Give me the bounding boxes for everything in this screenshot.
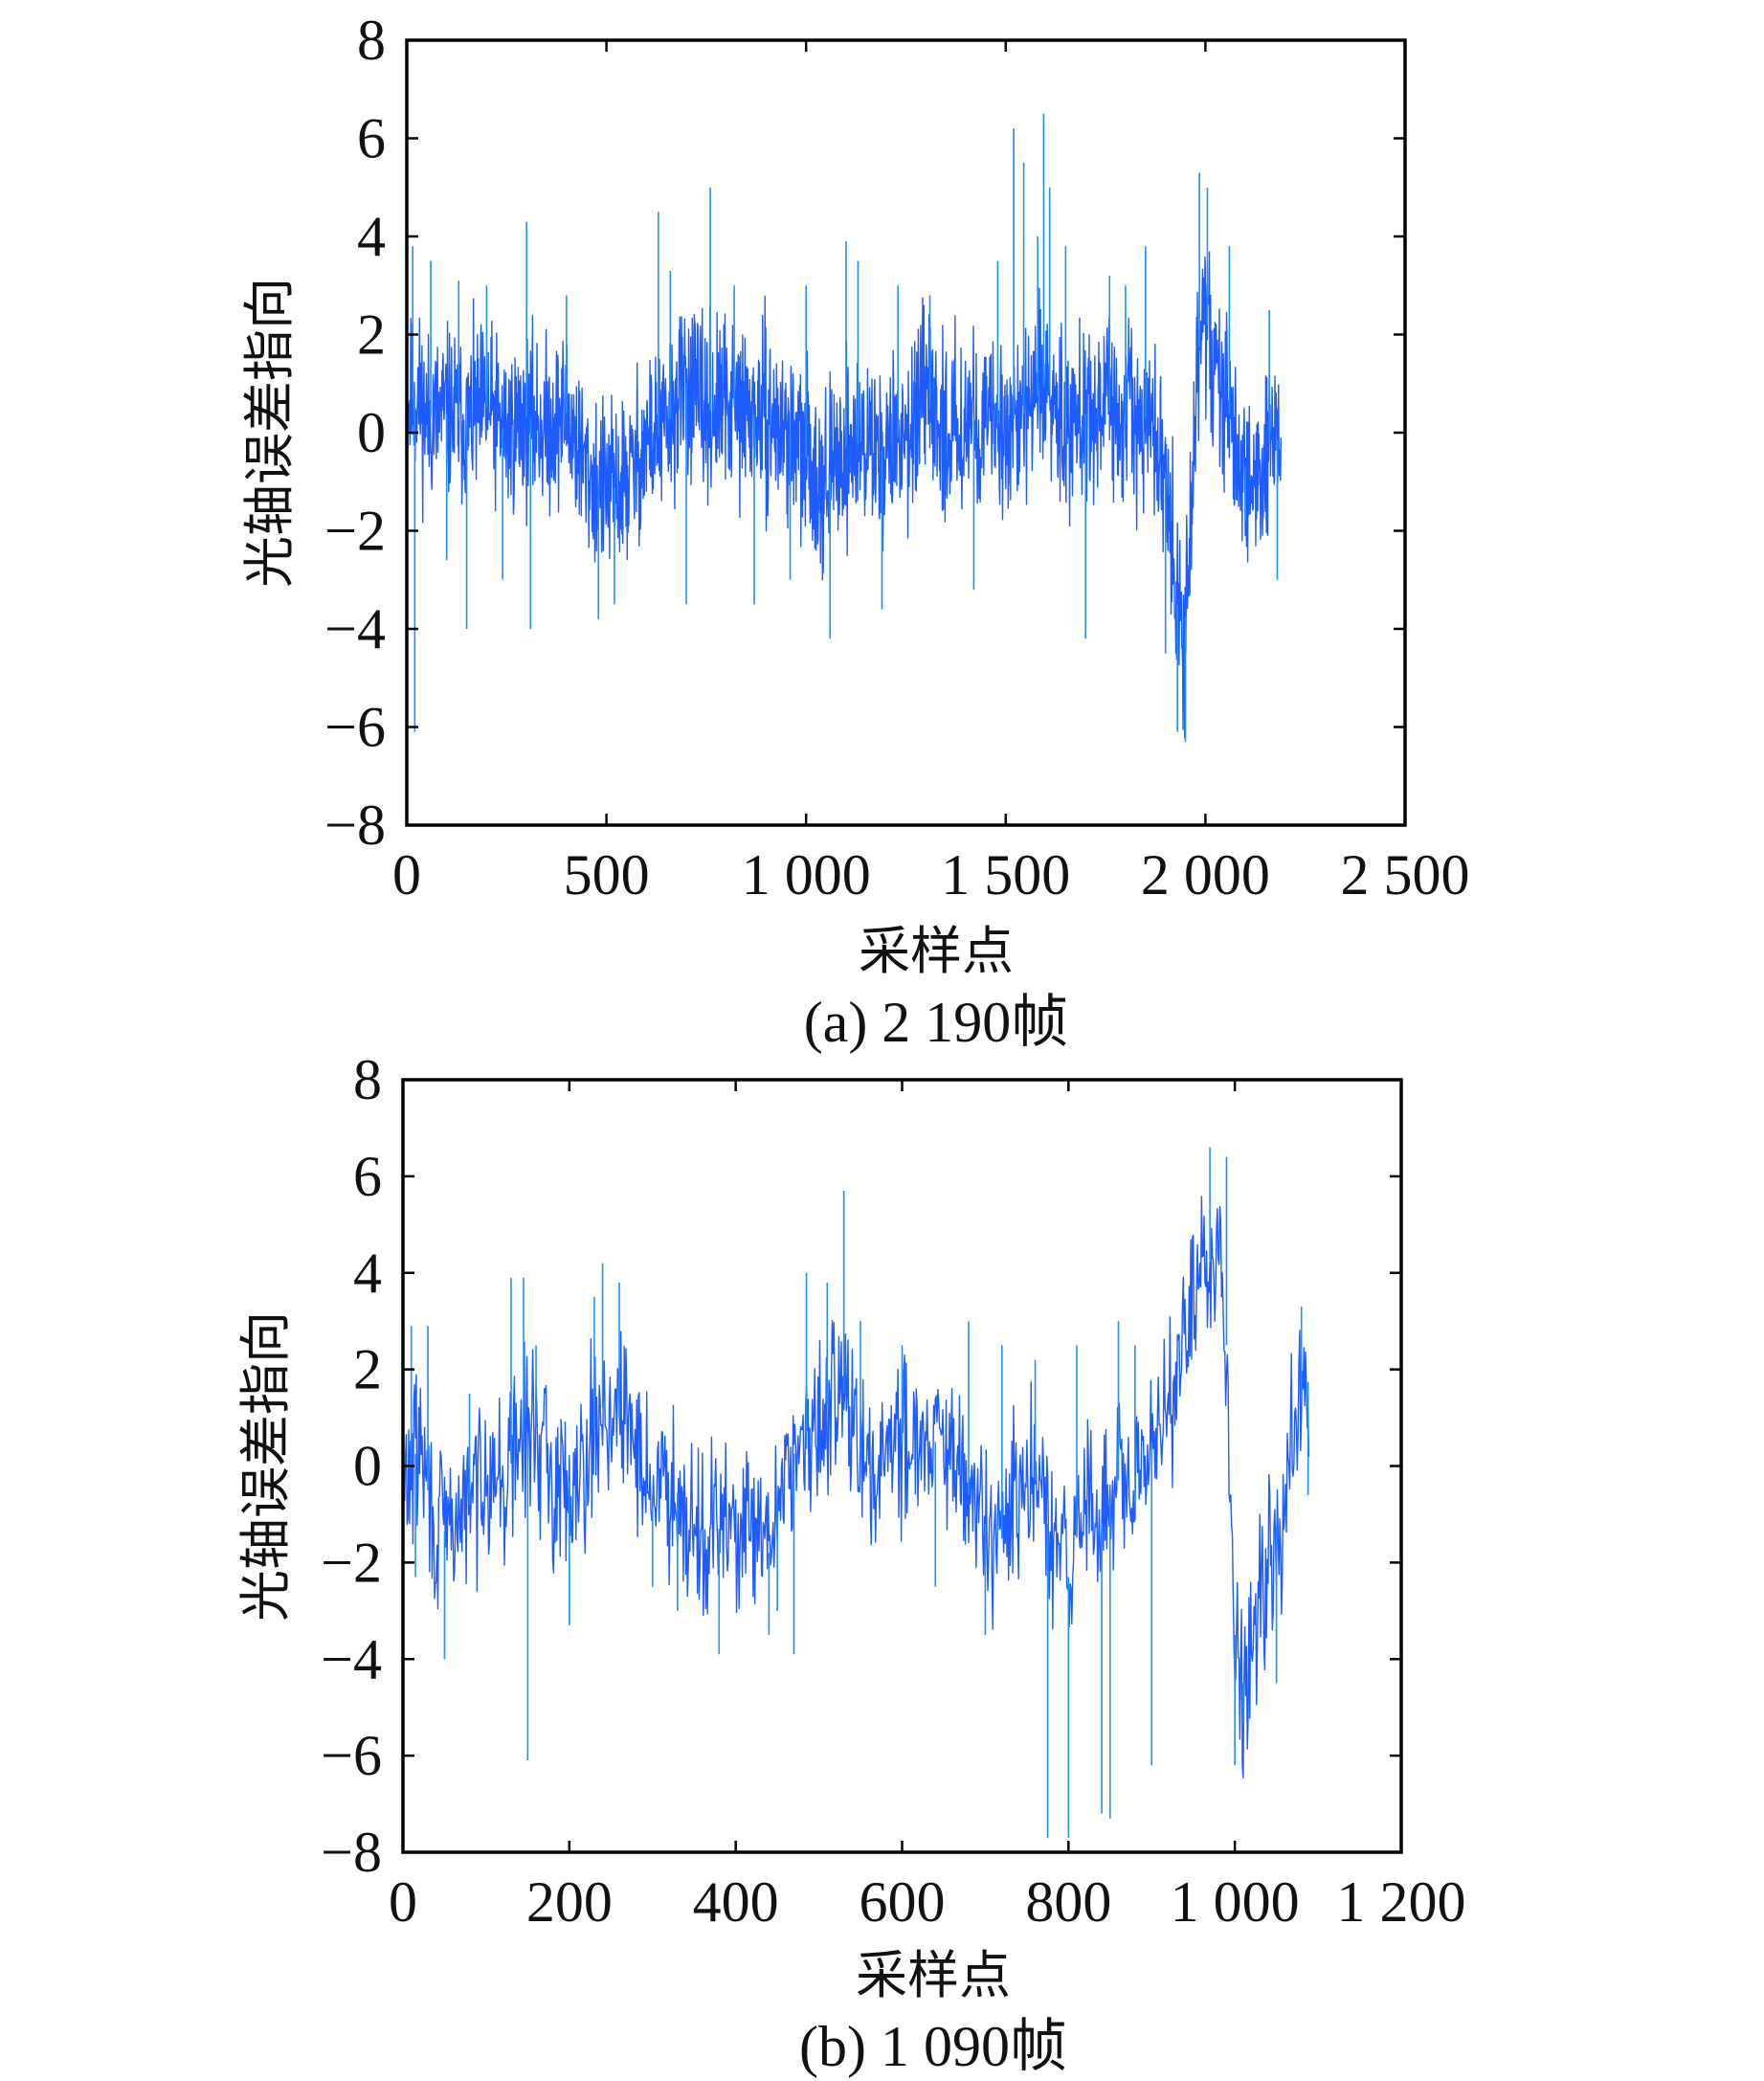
chart-a-y-tick-label: 2 [357,303,386,367]
chart-b: 0 200 400 600 800 1 000 1 200 8 6 4 2 0 −2 −4 −6 −8 采样点… [235,1048,1466,2078]
chart-b-y-tick-label: 2 [353,1338,382,1401]
chart-a-y-tick-label: 4 [357,205,386,268]
chart-a-y-tick-label: 8 [357,9,386,72]
chart-a-x-tick-label: 2 500 [1341,843,1470,906]
chart-a-caption: (a) 2 190帧 [804,991,1069,1054]
chart-b-x-tick-label: 400 [693,1870,779,1934]
chart-b-y-tick-label: 6 [353,1145,382,1208]
chart-b-series [402,1147,1310,1838]
chart-b-y-tick-label: −4 [321,1627,382,1690]
chart-b-ticks: 0 200 400 600 800 1 000 1 200 8 6 4 2 0 −2 −4 −6 −8 [321,1048,1465,1934]
chart-b-x-axis-label: 采样点 [856,1945,1011,2005]
chart-b-caption: (b) 1 090帧 [799,2015,1067,2078]
chart-b-x-tick-label: 1 200 [1337,1870,1466,1934]
chart-a-y-tick-label: 6 [357,107,386,170]
chart-b-series-line [402,1196,1310,1779]
chart-b-x-tick-label: 800 [1025,1870,1111,1934]
chart-a-y-tick-label: −4 [324,597,386,660]
chart-a-x-tick-label: 0 [392,843,421,906]
chart-a-ticks: 0 500 1 000 1 500 2 000 2 500 8 6 4 2 0 −2 −4 −6 −8 [324,9,1469,906]
chart-a: 0 500 1 000 1 500 2 000 2 500 8 6 4 2 0 −2 −4 −6 −8 采样… [239,9,1470,1054]
chart-a-x-tick-label: 2 000 [1141,843,1270,906]
chart-b-x-tick-label: 200 [526,1870,613,1934]
chart-b-x-tick-label: 600 [860,1870,946,1934]
chart-b-y-tick-label: 8 [353,1048,382,1111]
chart-b-y-tick-label: −2 [321,1531,382,1594]
chart-a-x-tick-label: 1 500 [941,843,1070,906]
chart-a-x-tick-label: 500 [564,843,650,906]
chart-b-y-axis-label: 光轴误差指向 [235,1311,296,1622]
chart-b-y-tick-label: −6 [321,1724,382,1787]
chart-b-y-tick-label: 0 [353,1435,382,1498]
chart-a-series-line [406,251,1282,739]
chart-b-x-tick-label: 1 000 [1171,1870,1300,1934]
chart-a-y-axis-label: 光轴误差指向 [239,278,300,588]
chart-a-y-tick-label: −6 [324,696,386,759]
chart-a-y-tick-label: −8 [324,794,386,857]
chart-a-x-tick-label: 1 000 [742,843,871,906]
chart-a-x-axis-label: 采样点 [859,921,1014,981]
chart-b-y-tick-label: −8 [321,1821,382,1884]
chart-a-y-tick-label: 0 [357,401,386,464]
chart-b-y-tick-label: 4 [353,1242,382,1305]
chart-a-y-tick-label: −2 [324,500,386,563]
chart-b-x-tick-label: 0 [389,1870,417,1934]
chart-a-series [406,113,1282,742]
